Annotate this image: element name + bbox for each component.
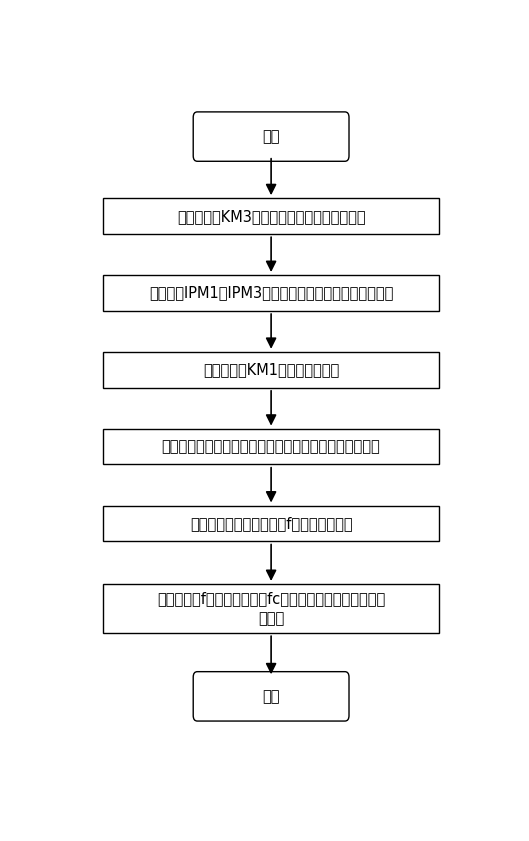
Text: 网侧模块IPM1－IPM3开始调制，建立稳定直流母线电压: 网侧模块IPM1－IPM3开始调制，建立稳定直流母线电压 (149, 285, 393, 300)
FancyBboxPatch shape (103, 352, 439, 388)
Text: 机侧接触器KM1闭合，机侧启动: 机侧接触器KM1闭合，机侧启动 (203, 362, 339, 378)
FancyBboxPatch shape (193, 112, 349, 161)
Text: 当电流频率f达到频率切换点fc时，控制方式转变为恒压频
比控制: 当电流频率f达到频率切换点fc时，控制方式转变为恒压频 比控制 (157, 591, 385, 626)
FancyBboxPatch shape (103, 198, 439, 234)
Text: 机侧以一定电流幅值恒电流闭环启动，启动初始频率为零: 机侧以一定电流幅值恒电流闭环启动，启动初始频率为零 (162, 439, 380, 454)
FancyBboxPatch shape (103, 584, 439, 633)
Text: 电流幅度不变，电流频率f以一定斜率增加: 电流幅度不变，电流频率f以一定斜率增加 (190, 516, 352, 531)
FancyBboxPatch shape (193, 672, 349, 721)
Text: 开始: 开始 (262, 129, 280, 144)
Text: 软启接触器KM3闭合，对直流母线进行预充电: 软启接触器KM3闭合，对直流母线进行预充电 (177, 209, 366, 224)
Text: 结束: 结束 (262, 689, 280, 704)
FancyBboxPatch shape (103, 429, 439, 464)
FancyBboxPatch shape (103, 275, 439, 311)
FancyBboxPatch shape (103, 505, 439, 542)
